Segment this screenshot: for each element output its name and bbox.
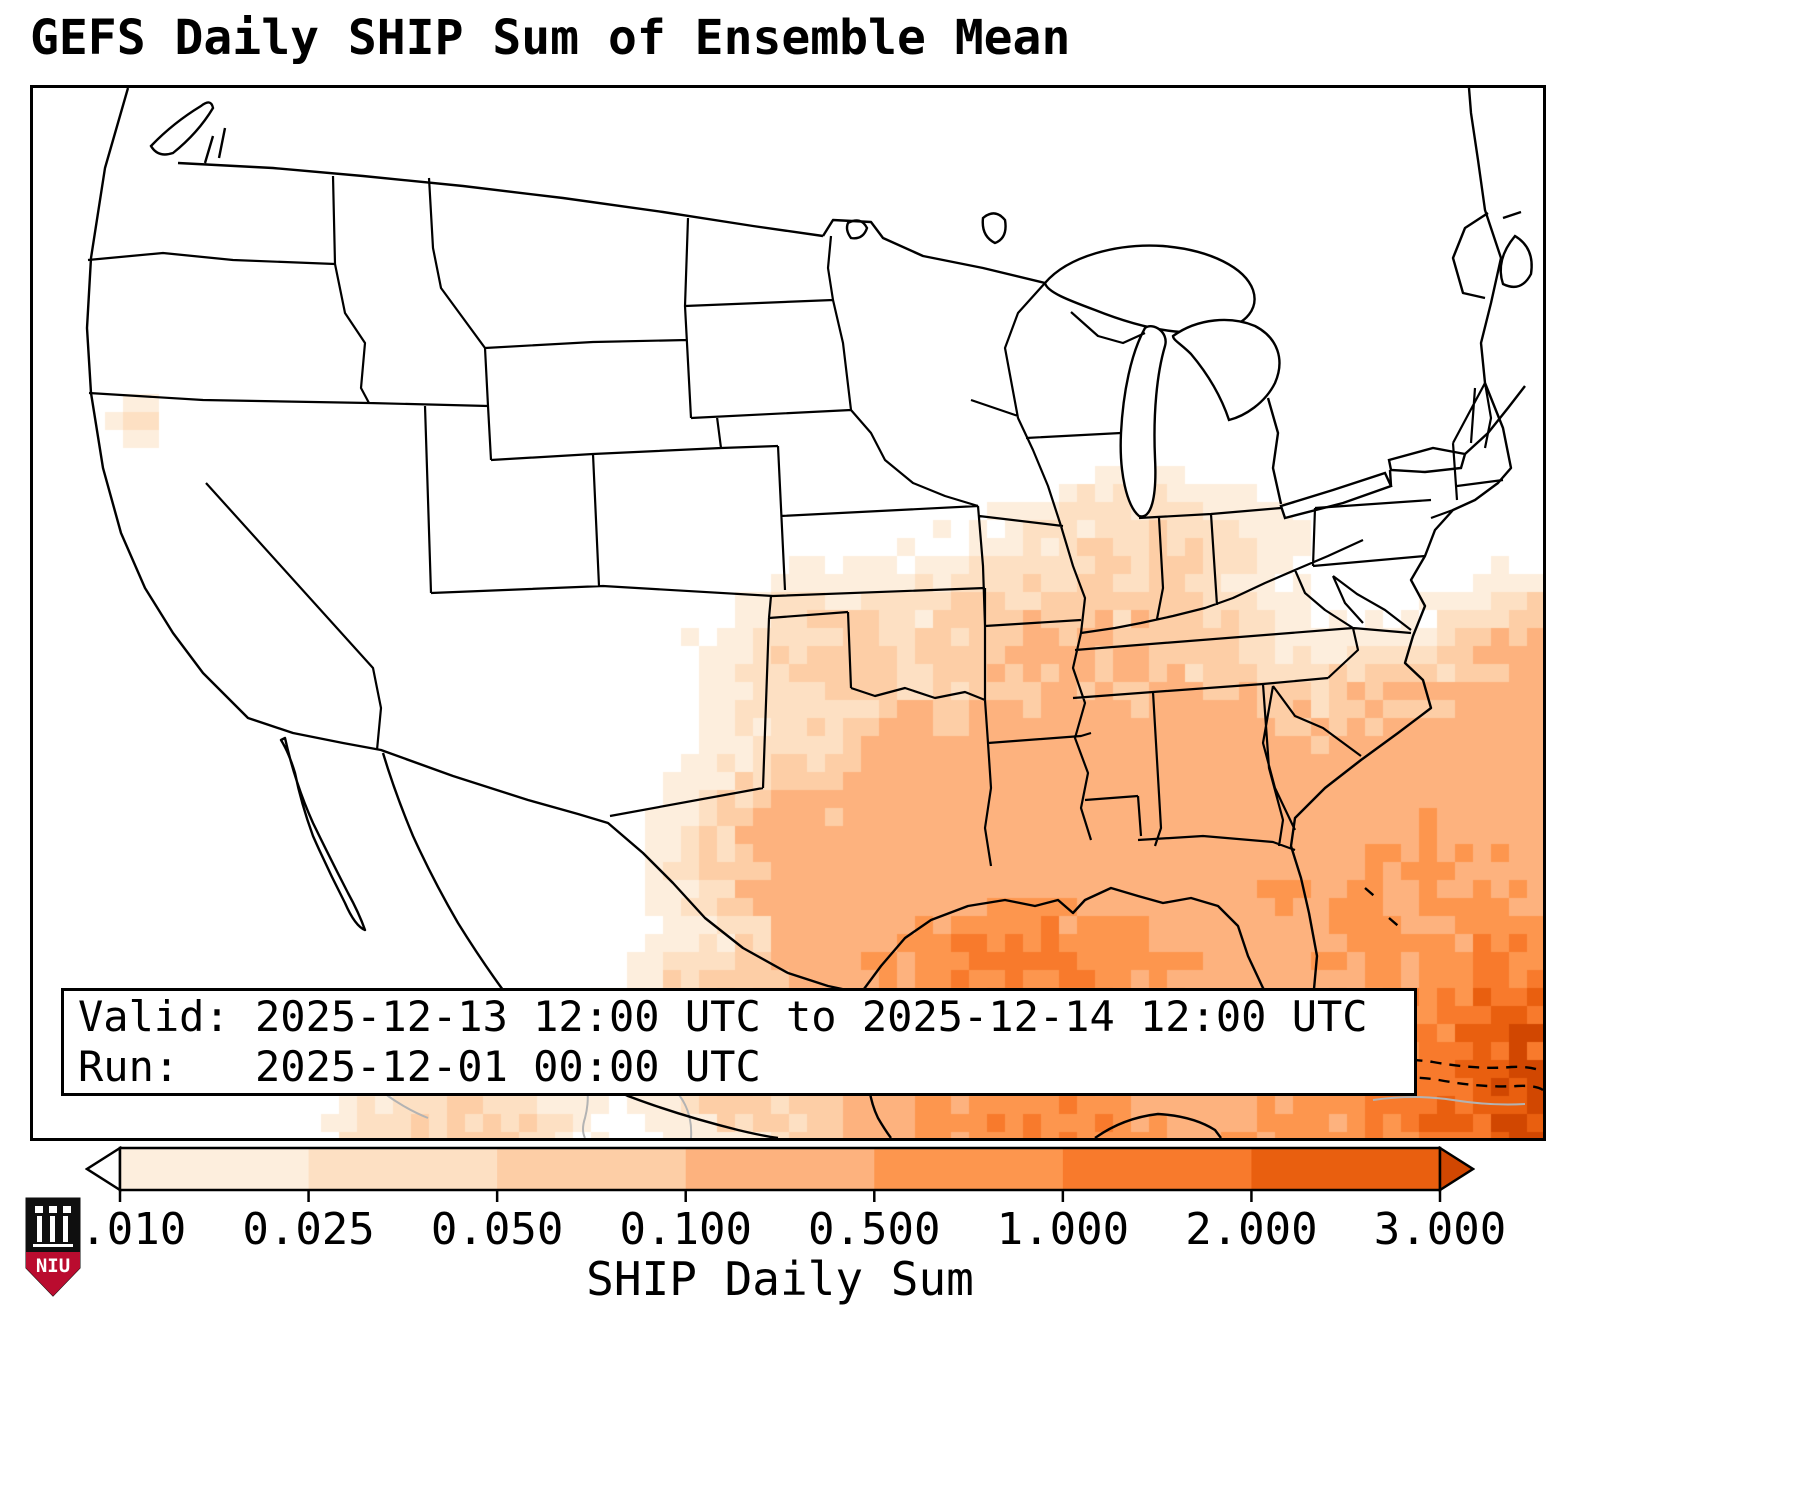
- lake-erie: [1279, 471, 1393, 520]
- colorbar-bin: [1062, 1148, 1253, 1190]
- lake-of-the-woods: [845, 219, 869, 240]
- colorbar-tick-label: 0.500: [808, 1204, 941, 1255]
- colorbar-bin: [685, 1148, 875, 1190]
- map-panel: Valid: 2025-12-13 12:00 UTC to 2025-12-1…: [30, 85, 1546, 1141]
- great-lakes: [149, 101, 1533, 520]
- vancouver-island: [149, 101, 215, 156]
- coastlines: [85, 88, 1526, 1138]
- baja-california: [279, 736, 367, 932]
- nova-scotia: [1499, 234, 1533, 289]
- colorbar-tick-label: 3.000: [1373, 1204, 1507, 1255]
- lake-superior: [1043, 244, 1256, 334]
- niu-logo: NIU: [25, 1197, 81, 1297]
- lake-michigan: [1119, 325, 1167, 518]
- colorbar-over-arrow: [1438, 1146, 1475, 1193]
- lake-connectors: [1266, 397, 1393, 505]
- niu-red-band: [26, 1252, 80, 1296]
- colorbar-axis-label: SHIP Daily Sum: [586, 1252, 974, 1306]
- page-title: GEFS Daily SHIP Sum of Ensemble Mean: [30, 10, 1071, 66]
- colorbar-bin: [120, 1148, 310, 1190]
- colorbar-body: [120, 1148, 1441, 1190]
- colorbar-tick-label: 1.000: [996, 1204, 1130, 1255]
- colorbar-bin: [874, 1148, 1064, 1190]
- state-borders: [87, 175, 1504, 867]
- us-coastline: [85, 88, 1513, 1025]
- colorbar: [85, 1146, 1475, 1202]
- niu-castle-icon: [33, 1206, 73, 1247]
- colorbar-tick-label: 0.050: [430, 1204, 564, 1255]
- colorbar-bin: [308, 1148, 498, 1190]
- basemap: [85, 88, 1543, 1138]
- colorbar-under-arrow: [85, 1146, 122, 1193]
- colorbar-bin: [497, 1148, 687, 1190]
- mexico-coastline: [381, 752, 1222, 1138]
- niu-logo-text: NIU: [36, 1255, 70, 1277]
- lake-huron: [1171, 318, 1281, 422]
- lake-nipigon: [981, 212, 1007, 245]
- run-time-text: Run: 2025-12-01 00:00 UTC: [78, 1042, 761, 1091]
- colorbar-tick-label: 0.025: [242, 1204, 375, 1255]
- cuba-dashed-coast: [1302, 887, 1543, 1092]
- colorbar-bin: [1251, 1148, 1441, 1190]
- colorbar-tick-labels: 0.010 0.025 0.050 0.100 0.500 1.000 2.000 3.000: [54, 1204, 1506, 1255]
- colorbar-tick-label: 0.100: [619, 1204, 752, 1255]
- valid-time-text: Valid: 2025-12-13 12:00 UTC to 2025-12-1…: [78, 992, 1368, 1041]
- colorbar-tick-label: 2.000: [1185, 1204, 1318, 1255]
- valid-run-box: Valid: 2025-12-13 12:00 UTC to 2025-12-1…: [61, 988, 1417, 1096]
- colorbar-tickmarks: [118, 1190, 1442, 1202]
- canada-border: [177, 127, 1526, 455]
- mexico-gray-lines: [332, 1042, 1526, 1138]
